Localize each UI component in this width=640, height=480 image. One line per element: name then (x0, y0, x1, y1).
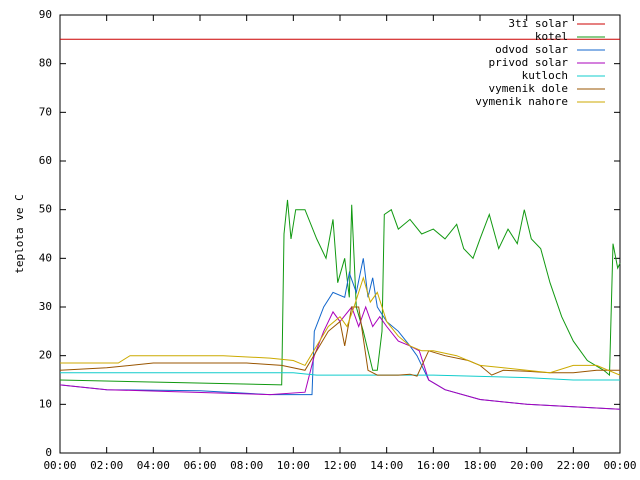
legend-label: kotel (535, 30, 568, 43)
x-tick-label: 22:00 (557, 459, 590, 472)
y-axis-label: teplota ve C (13, 194, 26, 273)
series-line (59, 258, 621, 410)
y-tick-label: 30 (39, 300, 52, 313)
y-tick-label: 80 (39, 57, 52, 70)
x-tick-label: 20:00 (510, 459, 543, 472)
y-tick-label: 50 (39, 203, 52, 216)
x-tick-label: 04:00 (137, 459, 170, 472)
x-tick-label: 10:00 (277, 459, 310, 472)
x-tick-label: 16:00 (417, 459, 450, 472)
legend-label: vymenik dole (489, 82, 568, 95)
legend-label: vymenik nahore (475, 95, 568, 108)
series-line (59, 306, 620, 377)
y-tick-label: 20 (39, 349, 52, 362)
x-tick-label: 00:00 (43, 459, 76, 472)
x-tick-label: 02:00 (90, 459, 123, 472)
legend-label: 3ti solar (508, 17, 568, 30)
y-tick-label: 0 (45, 446, 52, 459)
legend-label: kutloch (522, 69, 568, 82)
y-tick-label: 60 (39, 154, 52, 167)
series-line (60, 276, 621, 376)
series-line (59, 199, 621, 386)
y-tick-label: 40 (39, 251, 52, 264)
x-tick-label: 00:00 (603, 459, 636, 472)
x-tick-label: 12:00 (323, 459, 356, 472)
y-tick-label: 70 (39, 105, 52, 118)
x-tick-label: 14:00 (370, 459, 403, 472)
x-tick-label: 08:00 (230, 459, 263, 472)
y-tick-label: 90 (39, 8, 52, 21)
legend-label: odvod solar (495, 43, 568, 56)
y-tick-label: 10 (39, 397, 52, 410)
legend-label: privod solar (489, 56, 569, 69)
x-tick-label: 06:00 (183, 459, 216, 472)
x-tick-label: 18:00 (463, 459, 496, 472)
series-line (60, 372, 620, 381)
